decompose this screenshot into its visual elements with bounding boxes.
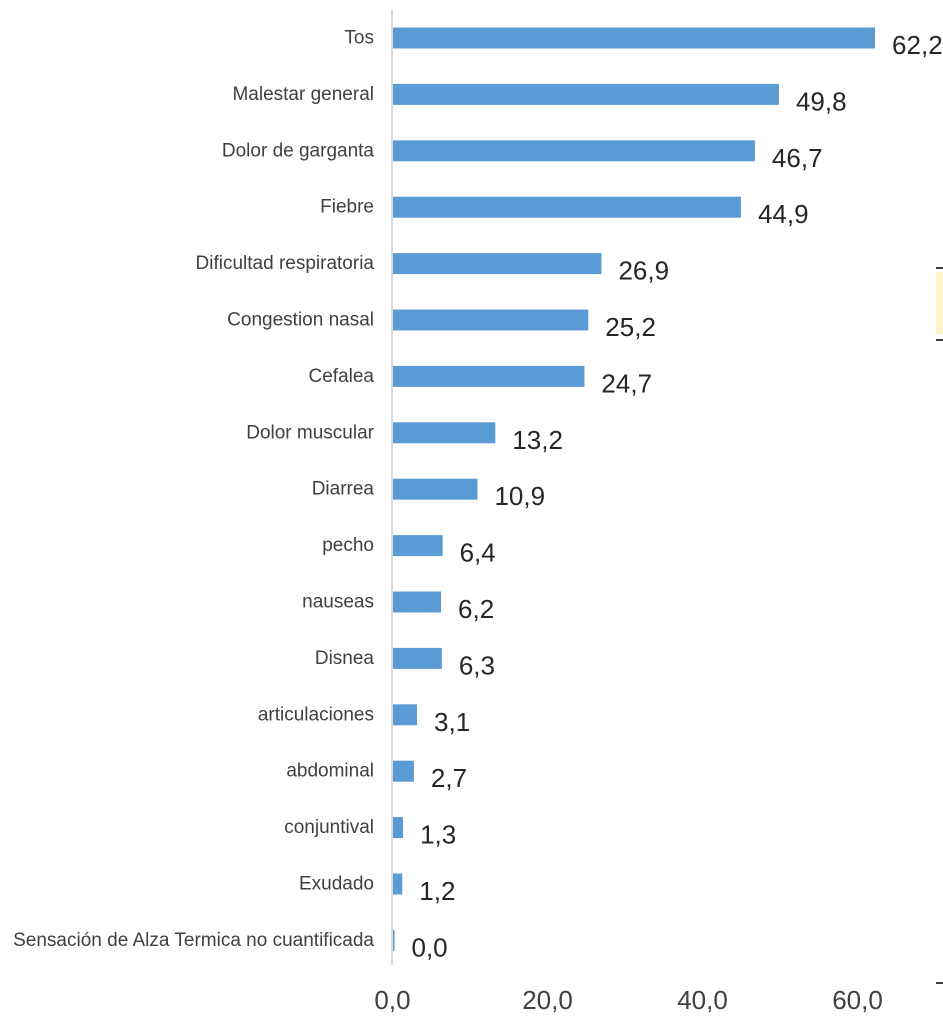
category-label: Fiebre — [320, 197, 374, 218]
value-label: 25,2 — [605, 312, 656, 342]
edge-artifact-fill — [936, 272, 943, 334]
bar — [393, 253, 602, 275]
category-label: Dificultad respiratoria — [196, 253, 375, 274]
category-label: Dolor de garganta — [222, 140, 375, 161]
bar — [393, 535, 443, 557]
x-tick-label: 40,0 — [677, 985, 728, 1015]
bar — [393, 309, 589, 331]
bar — [393, 591, 442, 613]
value-label: 46,7 — [772, 143, 823, 173]
value-label: 10,9 — [494, 481, 545, 511]
x-tick-label: 0,0 — [374, 985, 410, 1015]
bar — [393, 196, 741, 218]
bars-group — [393, 27, 876, 951]
category-label: Congestion nasal — [227, 310, 374, 331]
bar — [393, 647, 442, 669]
x-tick-labels-group: 0,0 20,0 40,0 60,0 — [374, 985, 882, 1015]
category-label: Tos — [344, 28, 374, 49]
category-label: Exudado — [299, 874, 374, 895]
category-label: Dolor muscular — [246, 422, 374, 443]
value-label: 24,7 — [601, 368, 652, 398]
category-label: Malestar general — [232, 84, 374, 105]
bar — [393, 873, 403, 895]
value-label: 1,3 — [420, 820, 456, 850]
bar — [393, 817, 404, 839]
bar — [393, 478, 478, 500]
value-label: 2,7 — [431, 763, 467, 793]
category-label: pecho — [322, 535, 374, 556]
value-label: 13,2 — [512, 425, 563, 455]
category-label: conjuntival — [284, 817, 374, 838]
bar — [393, 27, 876, 49]
bar — [393, 422, 496, 444]
category-label: articulaciones — [258, 704, 374, 725]
value-label: 6,4 — [460, 538, 496, 568]
bar — [393, 929, 395, 951]
value-label: 6,2 — [458, 594, 494, 624]
value-label: 49,8 — [796, 86, 847, 116]
value-label: 0,0 — [412, 932, 448, 962]
bar — [393, 704, 418, 726]
value-label: 26,9 — [618, 256, 669, 286]
value-label: 6,3 — [459, 650, 495, 680]
category-label: Diarrea — [312, 479, 375, 500]
category-label: nauseas — [302, 592, 374, 613]
value-label: 44,9 — [758, 199, 809, 229]
category-label: Disnea — [315, 648, 375, 669]
value-labels-group: 62,2 49,8 46,7 44,9 26,9 25,2 24,7 13,2 10,9 6,4 6… — [412, 30, 943, 962]
bar — [393, 83, 779, 105]
value-label: 3,1 — [434, 707, 470, 737]
category-label: abdominal — [286, 761, 374, 782]
edge-artifact — [936, 267, 943, 984]
bar — [393, 760, 414, 782]
category-labels-group: Tos Malestar general Dolor de garganta Fieb… — [13, 28, 375, 951]
bar — [393, 365, 585, 387]
value-label: 62,2 — [892, 30, 943, 60]
x-tick-label: 20,0 — [522, 985, 573, 1015]
category-label: Cefalea — [309, 366, 375, 387]
value-label: 1,2 — [419, 876, 455, 906]
x-tick-label: 60,0 — [832, 985, 883, 1015]
bar — [393, 140, 755, 162]
category-label: Sensación de Alza Termica no cuantificad… — [13, 930, 374, 951]
